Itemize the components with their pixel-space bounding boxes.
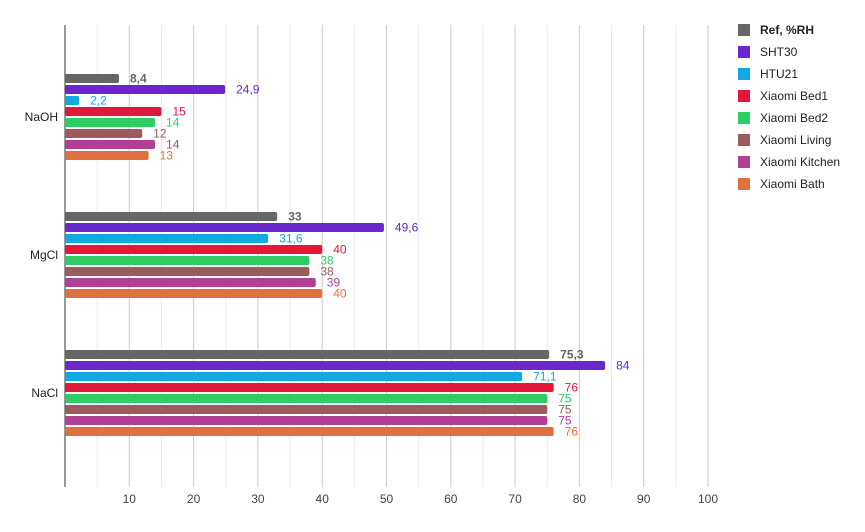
legend-swatch (738, 46, 750, 58)
x-tick-label: 50 (380, 492, 394, 506)
legend-label: Xiaomi Kitchen (760, 155, 840, 169)
bars (65, 74, 606, 436)
data-label: 2,2 (90, 94, 107, 108)
x-tick-label: 30 (251, 492, 265, 506)
x-tick-label: 10 (123, 492, 137, 506)
legend-label: Ref, %RH (760, 23, 814, 37)
data-label: 15 (172, 105, 186, 119)
data-label: 33 (288, 210, 302, 224)
bar (65, 129, 143, 138)
bar (65, 223, 384, 232)
bar (65, 107, 162, 116)
data-label: 75 (558, 403, 572, 417)
data-label: 71,1 (533, 370, 557, 384)
category-label: MgCl (30, 248, 58, 262)
data-label: 75 (558, 392, 572, 406)
bar (65, 118, 156, 127)
data-label: 38 (320, 265, 334, 279)
legend-swatch (738, 156, 750, 168)
data-label: 38 (320, 254, 334, 268)
bar (65, 74, 120, 83)
category-label: NaCl (31, 386, 58, 400)
legend-label: SHT30 (760, 45, 798, 59)
legend-swatch (738, 134, 750, 146)
data-label: 39 (327, 276, 341, 290)
bar (65, 85, 226, 94)
bar (65, 372, 523, 381)
bar (65, 140, 156, 149)
legend-swatch (738, 112, 750, 124)
bar (65, 151, 149, 160)
x-axis-ticks: 10 20 30 40 50 60 70 80 90 100 (123, 492, 719, 506)
x-tick-label: 20 (187, 492, 201, 506)
bar (65, 278, 316, 287)
data-label: 8,4 (130, 72, 147, 86)
x-tick-label: 90 (637, 492, 651, 506)
data-label: 40 (333, 287, 347, 301)
data-label: 84 (616, 359, 630, 373)
data-label: 14 (166, 138, 180, 152)
x-tick-label: 40 (316, 492, 330, 506)
data-label: 75 (558, 414, 572, 428)
bar (65, 234, 269, 243)
category-label: NaOH (25, 110, 58, 124)
data-label: 75,3 (560, 348, 584, 362)
data-labels: 8,424,92,215141214133349,631,64038383940… (90, 72, 630, 439)
legend-label: Xiaomi Living (760, 133, 831, 147)
bar (65, 383, 554, 392)
bar (65, 212, 278, 221)
data-label: 49,6 (395, 221, 419, 235)
bar (65, 350, 550, 359)
bar (65, 96, 80, 105)
data-label: 31,6 (279, 232, 303, 246)
data-label: 76 (565, 425, 579, 439)
legend-swatch (738, 178, 750, 190)
legend-label: Xiaomi Bath (760, 177, 825, 191)
bar (65, 394, 548, 403)
data-label: 76 (565, 381, 579, 395)
bar (65, 289, 323, 298)
bar (65, 416, 548, 425)
legend-swatch (738, 68, 750, 80)
x-tick-label: 60 (444, 492, 458, 506)
legend-label: Xiaomi Bed1 (760, 89, 828, 103)
x-tick-label: 80 (573, 492, 587, 506)
data-label: 13 (160, 149, 174, 163)
bar (65, 427, 554, 436)
data-label: 40 (333, 243, 347, 257)
bar (65, 405, 548, 414)
category-labels: NaOH MgCl NaCl (25, 110, 58, 400)
x-tick-label: 70 (508, 492, 522, 506)
legend-label: HTU21 (760, 67, 798, 81)
x-tick-label: 100 (698, 492, 718, 506)
data-label: 24,9 (236, 83, 260, 97)
bar (65, 245, 323, 254)
bar (65, 361, 606, 370)
legend-swatch (738, 24, 750, 36)
data-label: 14 (166, 116, 180, 130)
data-label: 12 (153, 127, 167, 141)
legend: Ref, %RH SHT30 HTU21 Xiaomi Bed1 Xiaomi Bed2… (738, 23, 840, 191)
bar (65, 267, 310, 276)
bar (65, 256, 310, 265)
legend-swatch (738, 90, 750, 102)
legend-label: Xiaomi Bed2 (760, 111, 828, 125)
